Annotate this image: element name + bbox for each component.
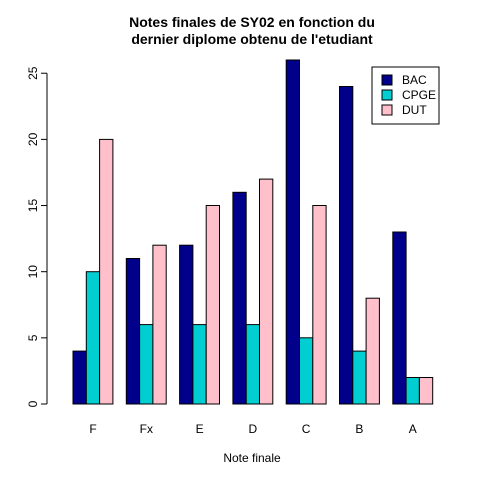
bar-cpge-a [405, 377, 420, 405]
x-tick-label: E [196, 422, 204, 436]
bars-group [72, 59, 434, 405]
bar-bac-b [339, 86, 354, 405]
legend-swatch-cpge [381, 89, 393, 101]
legend-label-dut: DUT [402, 103, 427, 117]
legend-label-bac: BAC [402, 73, 427, 87]
bar-dut-c [312, 205, 327, 405]
x-axis-labels: F Fx E D C B A [89, 422, 416, 436]
x-tick-label: D [248, 422, 257, 436]
x-tick-label: B [355, 422, 363, 436]
bar-cpge-d [245, 324, 260, 405]
bar-dut-f [99, 138, 114, 405]
bar-cpge-b [352, 350, 367, 405]
bar-cpge-fx [139, 324, 154, 405]
bar-dut-a [418, 377, 434, 405]
y-tick-label: 5 [26, 334, 40, 341]
bar-bac-d [232, 191, 247, 405]
y-tick-label: 20 [26, 132, 40, 146]
y-tick-label: 25 [26, 66, 40, 80]
x-tick-label: A [409, 422, 417, 436]
y-tick-label: 0 [26, 400, 40, 407]
legend-swatch-dut [381, 104, 393, 116]
bar-cpge-c [299, 337, 314, 405]
bar-dut-b [365, 297, 380, 405]
x-axis-label: Note finale [223, 451, 281, 465]
bar-cpge-e [192, 324, 207, 405]
bar-bac-a [392, 231, 407, 405]
chart-title-line1: Notes finales de SY02 en fonction du [129, 14, 375, 30]
y-tick-label: 15 [26, 199, 40, 213]
bar-bac-e [179, 244, 194, 405]
bar-cpge-f [85, 271, 101, 405]
bar-dut-d [259, 178, 274, 405]
y-tick-label: 10 [26, 265, 40, 279]
bar-bac-f [72, 350, 87, 405]
legend-label-cpge: CPGE [402, 88, 436, 102]
x-tick-label: Fx [140, 422, 153, 436]
bar-bac-fx [125, 258, 141, 405]
chart-title-line2: dernier diplome obtenu de l'etudiant [131, 31, 373, 47]
bar-dut-fx [152, 244, 167, 405]
x-tick-label: C [302, 422, 311, 436]
bar-bac-c [285, 59, 301, 405]
bar-dut-e [205, 205, 220, 405]
y-axis: 0 5 10 15 20 25 [26, 66, 48, 407]
legend-swatch-bac [381, 74, 393, 86]
x-tick-label: F [89, 422, 96, 436]
